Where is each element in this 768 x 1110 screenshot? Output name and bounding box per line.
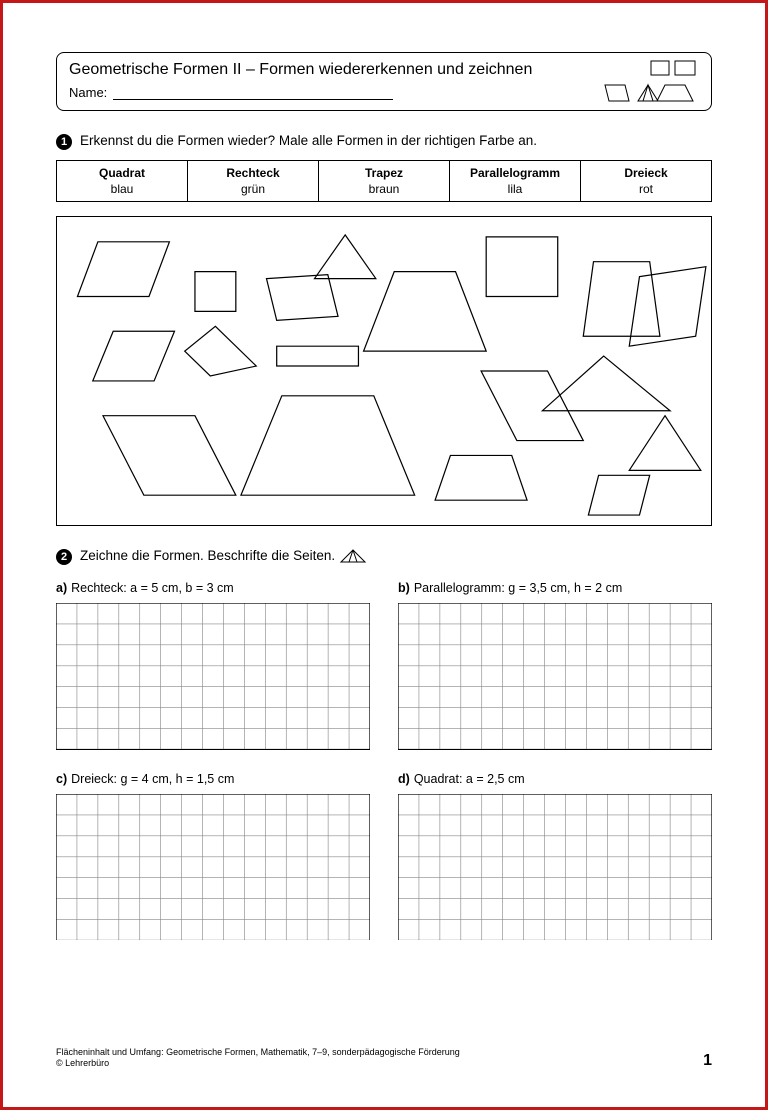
name-label: Name: — [69, 85, 107, 100]
exercise-grid-container: a)Rechteck: a = 5 cm, b = 3 cm b)Parallel… — [56, 581, 712, 940]
shape-outline[interactable] — [486, 237, 558, 297]
shape-outline[interactable] — [364, 272, 487, 351]
exercise-label: a)Rechteck: a = 5 cm, b = 3 cm — [56, 581, 370, 595]
footer-text: Flächeninhalt und Umfang: Geometrische F… — [56, 1047, 460, 1070]
shape-outline[interactable] — [277, 347, 359, 367]
page-number: 1 — [703, 1052, 712, 1070]
task-1-instruction: Erkennst du die Formen wieder? Male alle… — [80, 133, 537, 148]
exercise: c)Dreieck: g = 4 cm, h = 1,5 cm — [56, 772, 370, 941]
exercise-label: d)Quadrat: a = 2,5 cm — [398, 772, 712, 786]
name-input-line[interactable] — [113, 86, 393, 100]
shapes-coloring-box[interactable] — [56, 216, 712, 526]
task-2-bullet: 2 — [56, 549, 72, 565]
worksheet-page: Geometrische Formen II – Formen wiederer… — [56, 52, 712, 1070]
shape-outline[interactable] — [583, 262, 660, 337]
color-legend-cell: Quadratblau — [57, 161, 188, 202]
shape-outline[interactable] — [266, 275, 338, 321]
exercise: d)Quadrat: a = 2,5 cm — [398, 772, 712, 941]
shape-outline[interactable] — [629, 416, 701, 471]
footer-line-1: Flächeninhalt und Umfang: Geometrische F… — [56, 1047, 460, 1059]
header-box: Geometrische Formen II – Formen wiederer… — [56, 52, 712, 111]
shape-outline[interactable] — [435, 456, 527, 501]
shape-outline[interactable] — [195, 272, 236, 312]
task-2: 2 Zeichne die Formen. Beschrifte die Sei… — [56, 548, 712, 940]
task-2-instruction: Zeichne die Formen. Beschrifte die Seite… — [80, 548, 335, 563]
drawing-grid[interactable] — [56, 794, 370, 941]
exercise-label: c)Dreieck: g = 4 cm, h = 1,5 cm — [56, 772, 370, 786]
task-1: 1 Erkennst du die Formen wieder? Male al… — [56, 133, 712, 526]
color-legend-cell: Trapezbraun — [319, 161, 450, 202]
drawing-grid[interactable] — [56, 603, 370, 750]
shape-outline[interactable] — [315, 235, 376, 279]
shape-outline[interactable] — [588, 476, 649, 516]
task-1-instruction-row: 1 Erkennst du die Formen wieder? Male al… — [56, 133, 712, 150]
footer-line-2: © Lehrerbüro — [56, 1058, 460, 1070]
color-legend-table: QuadratblauRechteckgrünTrapezbraunParall… — [56, 160, 712, 202]
exercise: a)Rechteck: a = 5 cm, b = 3 cm — [56, 581, 370, 750]
shape-outline[interactable] — [103, 416, 236, 495]
drawing-grid[interactable] — [398, 603, 712, 750]
exercise: b)Parallelogramm: g = 3,5 cm, h = 2 cm — [398, 581, 712, 750]
color-legend-cell: Parallelogrammlila — [450, 161, 581, 202]
shape-outline[interactable] — [629, 267, 706, 346]
task-1-bullet: 1 — [56, 134, 72, 150]
shape-outline[interactable] — [185, 327, 257, 377]
page-footer: Flächeninhalt und Umfang: Geometrische F… — [56, 1047, 712, 1070]
shape-outline[interactable] — [481, 371, 583, 441]
color-legend-cell: Rechteckgrün — [188, 161, 319, 202]
exercise-label: b)Parallelogramm: g = 3,5 cm, h = 2 cm — [398, 581, 712, 595]
drawing-grid[interactable] — [398, 794, 712, 941]
shape-outline[interactable] — [93, 332, 175, 382]
shape-outline[interactable] — [241, 396, 415, 495]
header-shape-icons — [599, 59, 699, 107]
shape-outline[interactable] — [77, 242, 169, 297]
color-legend-cell: Dreieckrot — [581, 161, 712, 202]
shape-outline[interactable] — [542, 356, 670, 411]
task-2-instruction-row: 2 Zeichne die Formen. Beschrifte die Sei… — [56, 548, 712, 567]
compass-icon — [339, 548, 367, 567]
